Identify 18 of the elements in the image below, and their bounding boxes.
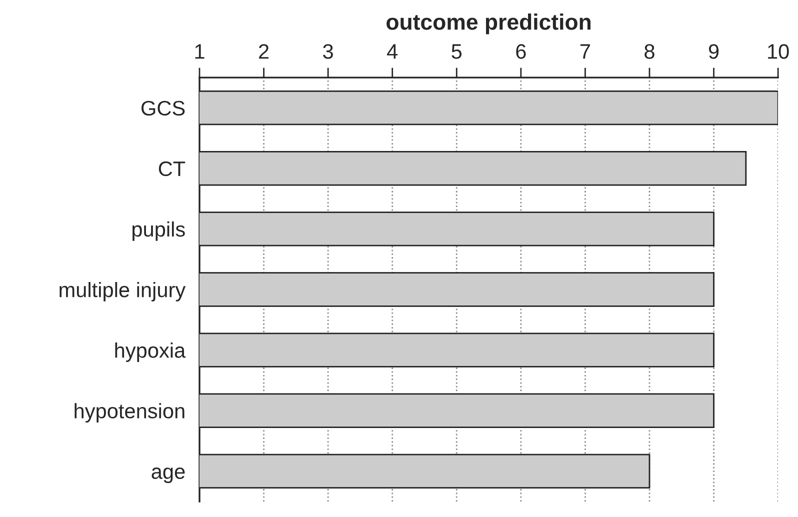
y-tick-label: CT	[158, 161, 186, 176]
y-tick-label: age	[152, 468, 185, 484]
x-tick-label: 8	[644, 44, 654, 59]
x-tick-label: 10	[768, 44, 789, 59]
x-tick-label: 2	[259, 44, 269, 59]
x-tick-label: 4	[387, 44, 398, 59]
y-tick-label: pupils	[132, 221, 185, 241]
x-tick-label: 9	[708, 44, 719, 59]
x-axis-title: outcome prediction	[386, 14, 590, 34]
y-tick-label: hypoxia	[115, 342, 186, 362]
y-tick-label: GCS	[142, 100, 185, 116]
y-tick-label: hypotension	[74, 403, 184, 423]
y-tick-label: multiple injury	[60, 282, 186, 302]
x-tick-label: 6	[516, 44, 526, 59]
x-tick-label: 5	[452, 44, 462, 59]
x-tick-label: 1	[195, 44, 204, 59]
x-tick-label: 3	[323, 44, 333, 59]
x-tick-label: 7	[580, 44, 590, 59]
